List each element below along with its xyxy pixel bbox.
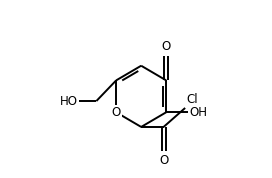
Text: OH: OH	[189, 106, 207, 119]
Text: O: O	[112, 106, 121, 119]
Text: O: O	[162, 40, 171, 53]
Text: HO: HO	[60, 95, 78, 108]
Text: Cl: Cl	[187, 93, 199, 106]
Text: O: O	[159, 154, 168, 167]
